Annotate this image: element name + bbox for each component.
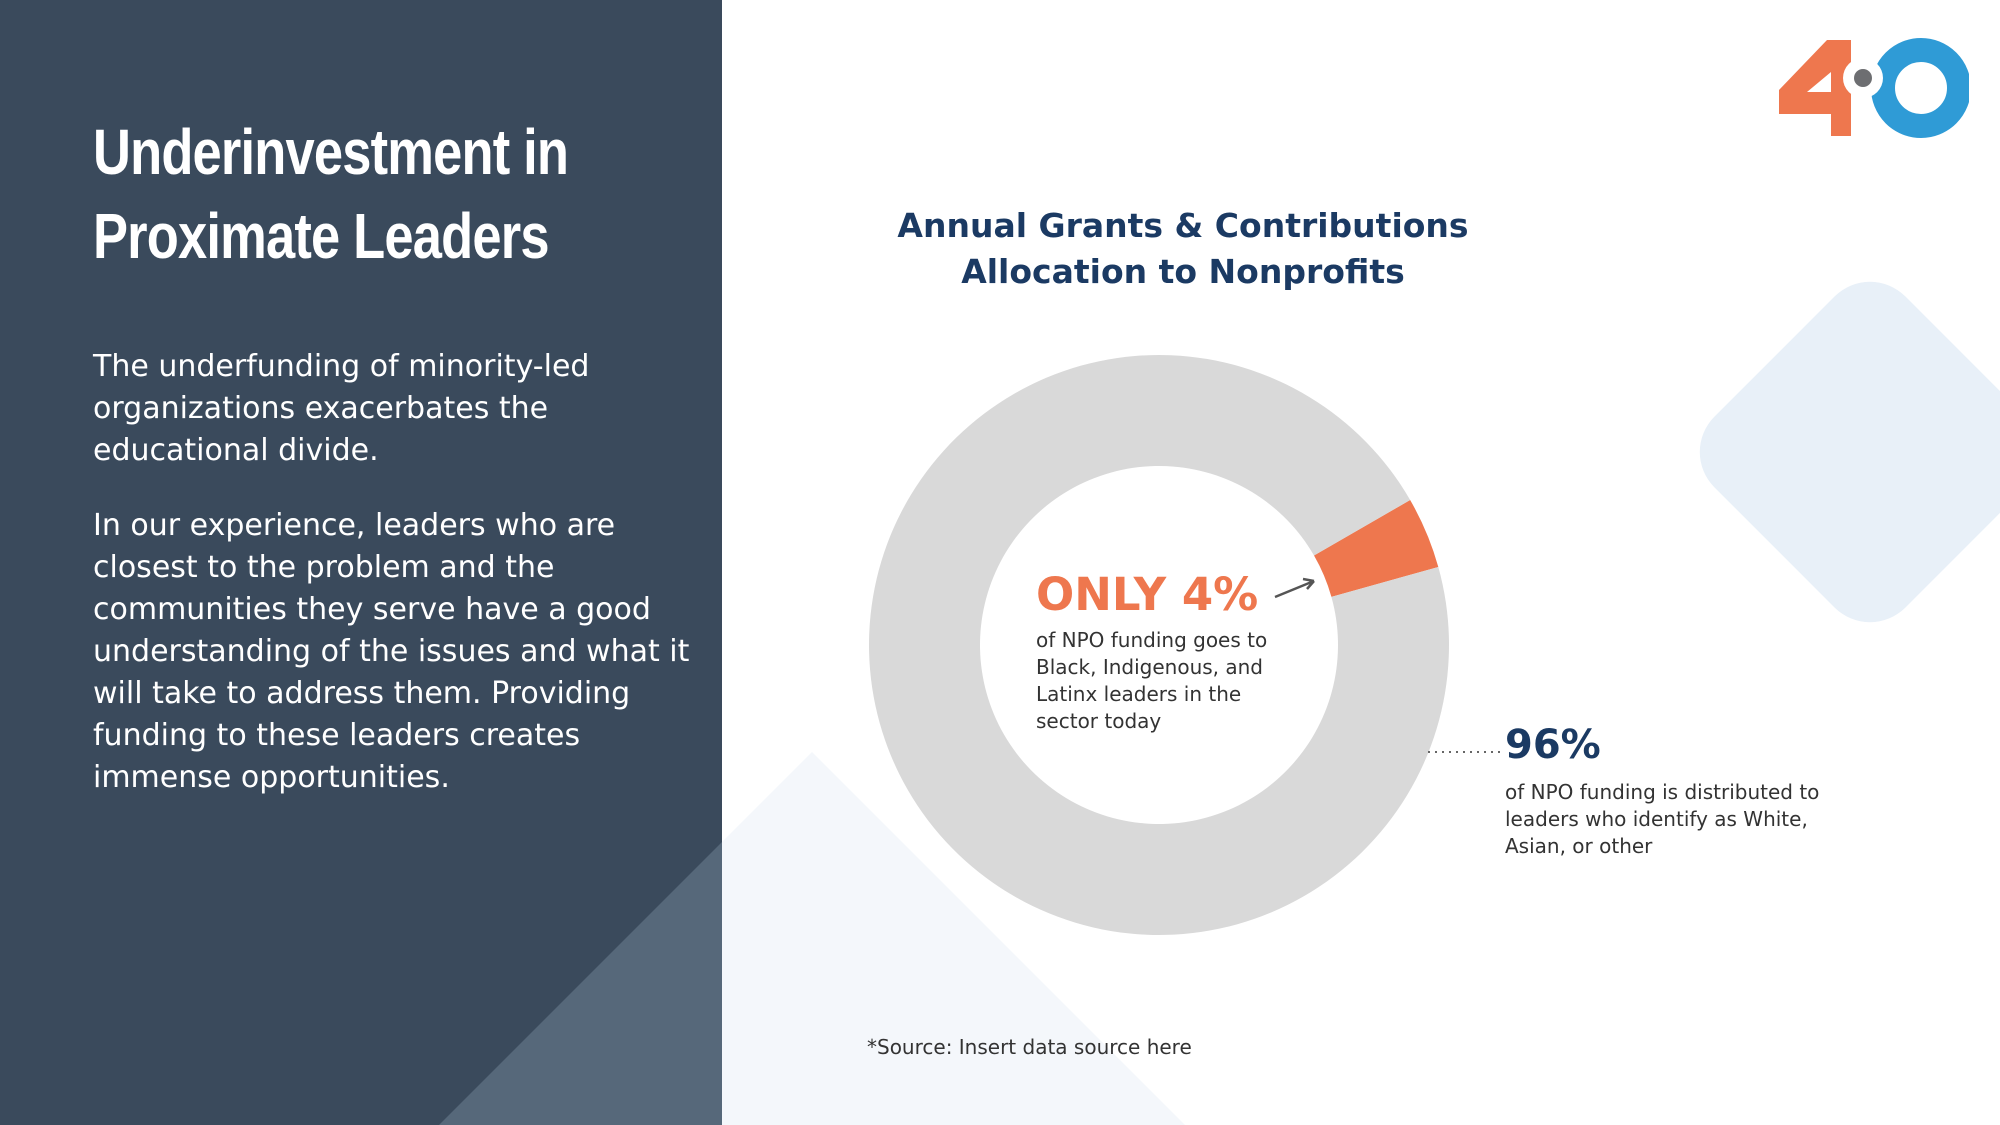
background-decor <box>722 0 2000 1125</box>
detail-paragraph: In our experience, leaders who are close… <box>93 508 690 795</box>
majority-percent-label: 96% <box>1505 722 1601 768</box>
donut-slice-majority <box>869 355 1450 936</box>
minority-description: of NPO funding goes to Black, Indigenous… <box>1036 628 1268 733</box>
decorative-diamond-overlay <box>439 842 722 1125</box>
intro-paragraph: The underfunding of minority-led organiz… <box>93 349 590 468</box>
forty-logo <box>1779 38 1969 138</box>
decorative-diamond <box>722 752 1185 1125</box>
arrow-icon <box>1274 577 1315 599</box>
donut-slice-minority <box>1314 500 1439 597</box>
left-panel: Underinvestment in Proximate Leaders The… <box>0 0 722 1125</box>
majority-description: of NPO funding is distributed to leaders… <box>1505 780 1820 858</box>
minority-percent-label: ONLY 4% <box>1036 568 1259 621</box>
chart-title: Annual Grants & Contributions Allocation… <box>897 206 1469 291</box>
slide-title: Underinvestment in Proximate Leaders <box>93 116 569 272</box>
source-note: *Source: Insert data source here <box>867 1035 1192 1059</box>
